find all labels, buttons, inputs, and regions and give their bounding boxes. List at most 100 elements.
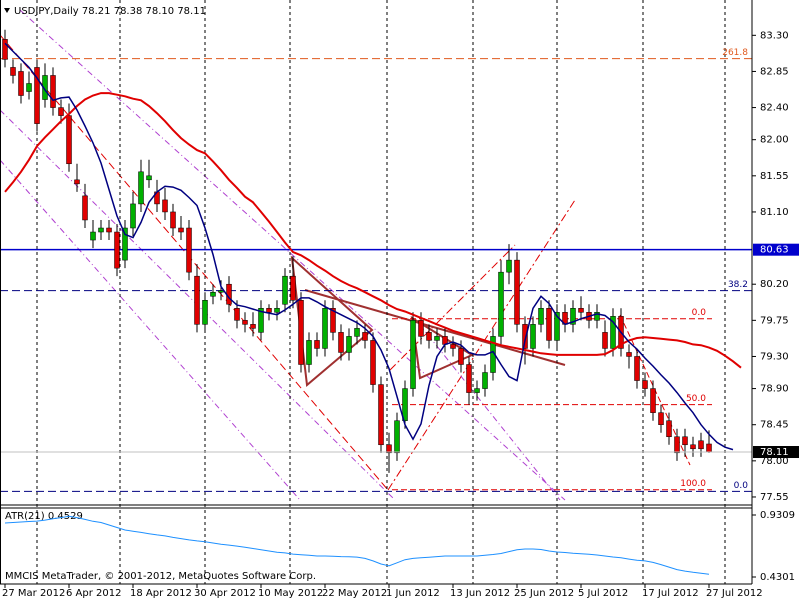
- price-box-label: 78.11: [760, 447, 789, 458]
- candle-body: [578, 308, 584, 313]
- moving-average: [4, 42, 734, 451]
- candle-body: [538, 308, 544, 325]
- vertical-grid: [36, 0, 726, 584]
- trend-line: [387, 199, 576, 491]
- candle-body: [594, 312, 600, 321]
- x-tick-label: 17 Jul 2012: [642, 588, 699, 599]
- candle-body: [322, 308, 328, 349]
- candle-body: [698, 440, 704, 450]
- price-box: [753, 243, 799, 256]
- x-tick-label: 27 Mar 2012: [2, 588, 65, 599]
- candle-body: [186, 227, 192, 273]
- candle-body: [522, 324, 528, 349]
- x-tick-label: 10 May 2012: [258, 588, 323, 599]
- candle-body: [626, 352, 632, 357]
- candle-body: [170, 211, 176, 229]
- candle-body: [434, 336, 440, 341]
- candle-body: [258, 308, 264, 333]
- candle-body: [66, 115, 72, 165]
- candle-body: [250, 324, 256, 329]
- candle-body: [506, 259, 512, 273]
- trend-line: [0, 34, 389, 491]
- candle-body: [2, 39, 8, 60]
- y-tick-label: 78.90: [760, 384, 789, 395]
- candle-body: [690, 444, 696, 450]
- candle-body: [370, 340, 376, 385]
- candle-body: [306, 340, 312, 365]
- candle-body: [418, 320, 424, 337]
- candle-body: [658, 412, 664, 425]
- y-tick-label: 78.00: [760, 456, 789, 467]
- y-tick-label: 82.85: [760, 66, 789, 77]
- y-tick-label: 82.40: [760, 103, 789, 114]
- y-tick-label: 81.10: [760, 207, 789, 218]
- candle-body: [634, 356, 640, 381]
- candle-body: [394, 420, 400, 454]
- candle-body: [210, 291, 216, 297]
- level-label: 0.0: [734, 481, 749, 491]
- x-tick-label: 27 Jul 2012: [706, 588, 763, 599]
- x-tick-label: 25 Jun 2012: [514, 588, 574, 599]
- level-label: 261.8: [722, 48, 748, 58]
- y-tick-label: 80.20: [760, 279, 789, 290]
- moving-average: [4, 92, 742, 369]
- candle-body: [546, 308, 552, 341]
- candle-body: [178, 227, 184, 233]
- candle-body: [474, 388, 480, 393]
- candle-body: [666, 420, 672, 438]
- candle-body: [482, 372, 488, 389]
- candle-body: [162, 199, 168, 213]
- candle-body: [682, 436, 688, 446]
- chart-title: USDJPY,Daily 78.21 78.38 78.10 78.11: [14, 6, 206, 17]
- candle-body: [242, 320, 248, 325]
- level-label: 38.2: [728, 280, 748, 290]
- candle-body: [498, 271, 504, 337]
- candle-body: [570, 308, 576, 325]
- candle-body: [706, 443, 712, 453]
- candle-body: [298, 300, 304, 365]
- candle-body: [194, 275, 200, 325]
- candle-body: [218, 290, 224, 293]
- indicator-title: ATR(21) 0.4529: [5, 511, 83, 522]
- candle-body: [234, 308, 240, 321]
- x-tick-label: 22 May 2012: [322, 588, 387, 599]
- channel-line: [19, 9, 566, 501]
- candle-body: [266, 308, 272, 313]
- candle-body: [650, 388, 656, 413]
- footer: MMCIS MetaTrader, © 2001-2012, MetaQuote…: [5, 571, 316, 582]
- candle-body: [530, 324, 536, 349]
- plot: 38.2 0.0 261.8 0.0 50.0 100.0: [0, 29, 752, 492]
- candle-body: [354, 328, 360, 337]
- candle-body: [642, 380, 648, 389]
- candle-body: [138, 171, 144, 205]
- channel-line: [419, 324, 561, 501]
- x-tick-label: 30 Apr 2012: [194, 588, 256, 599]
- candle-body: [82, 195, 88, 221]
- candle-body: [458, 348, 464, 365]
- candle-body: [450, 344, 456, 349]
- candle-body: [554, 312, 560, 341]
- candle-body: [90, 231, 96, 241]
- candle-body: [98, 227, 104, 233]
- price-box: [753, 446, 799, 459]
- candle-body: [426, 332, 432, 341]
- y-tick-label: 82.00: [760, 135, 789, 146]
- y-tick-label: 78.45: [760, 420, 789, 431]
- candle-body: [34, 67, 40, 124]
- price-box-label: 80.63: [760, 245, 789, 256]
- candle-body: [314, 340, 320, 349]
- candle-body: [378, 384, 384, 446]
- trend-line: [389, 244, 516, 371]
- y-tick-label: 83.30: [760, 30, 789, 41]
- candle-body: [290, 275, 296, 301]
- candle-body: [346, 336, 352, 353]
- x-tick-label: 13 Jun 2012: [450, 588, 510, 599]
- candle-body: [338, 332, 344, 353]
- triangle: [410, 316, 475, 380]
- candle-body: [330, 308, 336, 333]
- candle-body: [386, 444, 392, 454]
- candle-body: [282, 275, 288, 305]
- x-tick-label: 5 Jul 2012: [578, 588, 628, 599]
